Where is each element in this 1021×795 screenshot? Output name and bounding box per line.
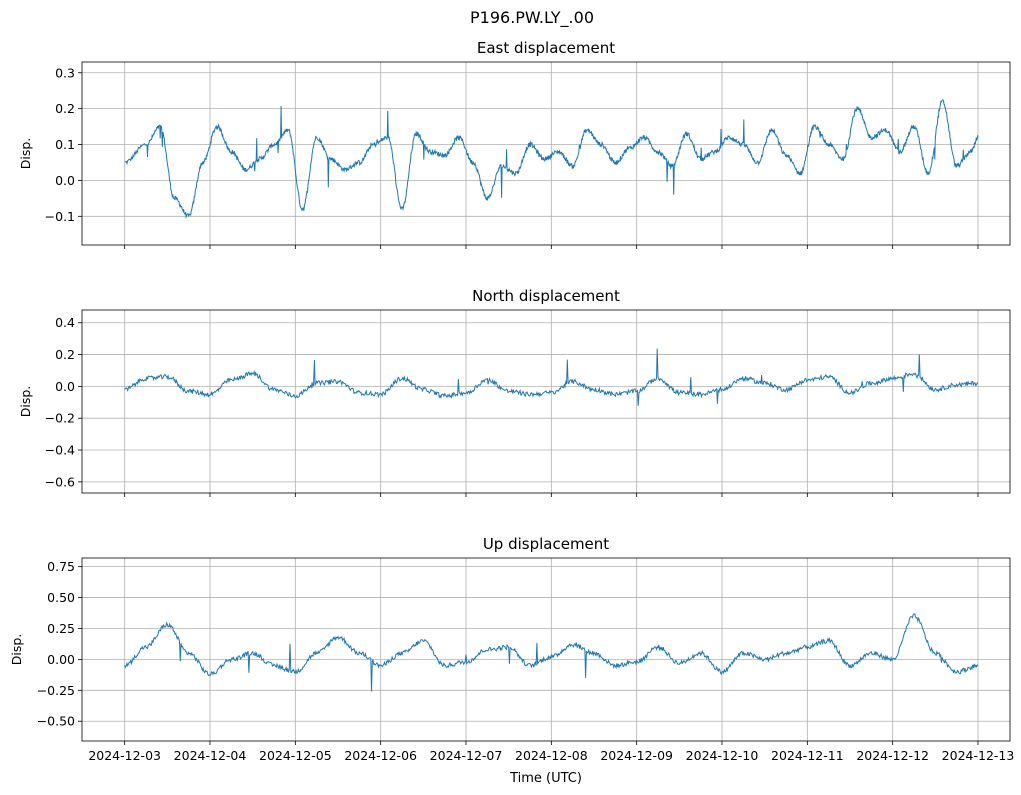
x-tick-label: 2024-12-10: [686, 748, 759, 763]
subplot-title: East displacement: [477, 39, 615, 57]
y-tick-label: −0.25: [37, 683, 75, 698]
y-tick-label: −0.1: [45, 209, 75, 224]
y-tick-label: 0.3: [55, 65, 75, 80]
y-tick-label: 0.75: [47, 559, 75, 574]
x-tick-label: 2024-12-08: [515, 748, 588, 763]
x-tick-label: 2024-12-04: [174, 748, 247, 763]
y-tick-label: −0.50: [37, 714, 75, 729]
y-tick-label: −0.4: [45, 443, 75, 458]
y-tick-label: −0.6: [45, 474, 75, 489]
x-tick-label: 2024-12-09: [600, 748, 673, 763]
y-tick-label: −0.2: [45, 411, 75, 426]
y-axis-label: Disp.: [18, 138, 33, 170]
subplot-1: −0.1 0.0 0.1 0.2 0.3 East displacement Disp.: [18, 39, 1011, 249]
y-tick-label: 0.0: [55, 173, 75, 188]
x-tick-label: 2024-12-12: [856, 748, 929, 763]
y-tick-label: 0.50: [47, 590, 75, 605]
y-tick-label: 0.00: [47, 652, 75, 667]
y-tick-label: 0.25: [47, 621, 75, 636]
series-line: [124, 613, 979, 692]
subplot-title: Up displacement: [483, 535, 609, 553]
series-line: [124, 348, 979, 406]
x-tick-label: 2024-12-06: [344, 748, 417, 763]
y-tick-label: 0.2: [55, 101, 75, 116]
y-tick-label: 0.2: [55, 347, 75, 362]
axes-frame: [81, 309, 1011, 494]
axes-frame: [81, 557, 1011, 742]
y-axis-label: Disp.: [9, 634, 24, 666]
x-axis-label: Time (UTC): [509, 771, 582, 786]
y-axis-label: Disp.: [18, 386, 33, 418]
subplot-2: −0.6 −0.4 −0.2 0.0 0.2 0.4 North displacement D…: [18, 287, 1011, 497]
x-tick-label: 2024-12-03: [88, 748, 161, 763]
y-tick-label: 0.4: [55, 315, 75, 330]
figure-title: P196.PW.LY_.00: [470, 8, 594, 28]
axes-frame: [81, 61, 1011, 246]
y-tick-label: 0.0: [55, 379, 75, 394]
x-tick-label: 2024-12-05: [259, 748, 332, 763]
series-line: [124, 99, 979, 219]
x-tick-label: 2024-12-13: [942, 748, 1015, 763]
y-tick-label: 0.1: [55, 137, 75, 152]
subplot-title: North displacement: [472, 287, 620, 305]
x-tick-label: 2024-12-07: [430, 748, 503, 763]
x-tick-label: 2024-12-11: [771, 748, 844, 763]
subplot-3: 2024-12-03 2024-12-04 2024-12-05 2024-12-06…: [9, 535, 1014, 763]
